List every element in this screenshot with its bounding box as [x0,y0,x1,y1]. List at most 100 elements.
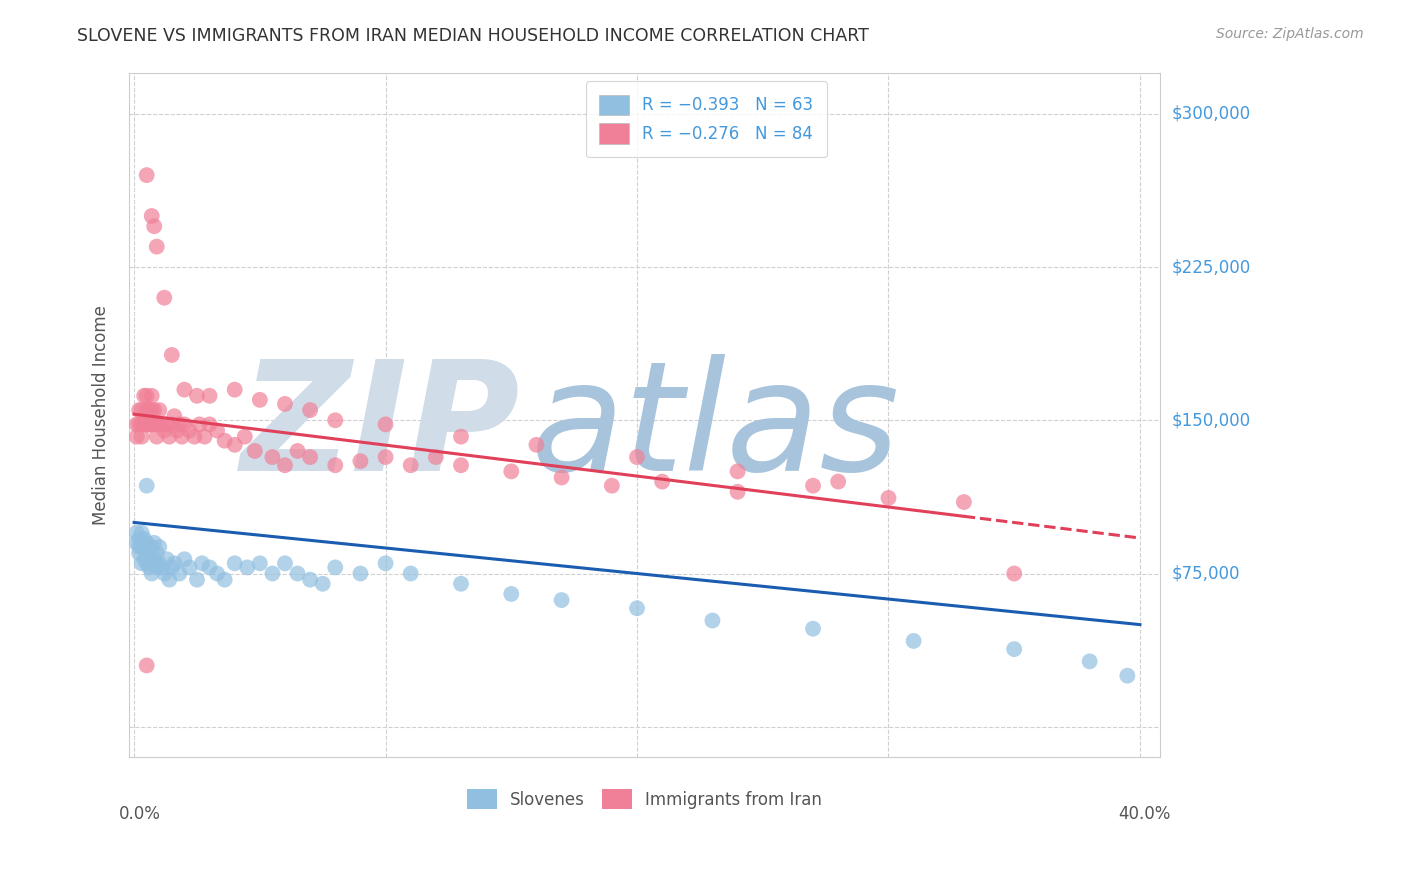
Point [141,540,163,554]
Point [135,546,157,560]
Point [148,403,170,417]
Point [157,573,180,587]
Point [399,458,422,473]
Point [135,403,157,417]
Point [163,409,186,424]
Point [450,458,472,473]
Point [138,560,160,574]
Text: ZIP: ZIP [242,354,520,503]
Point [399,566,422,581]
Point [173,383,195,397]
Point [134,552,156,566]
Point [1078,654,1101,668]
Point [801,478,824,492]
Point [903,634,925,648]
Point [128,546,150,560]
Point [193,430,215,444]
Text: 0.0%: 0.0% [118,805,160,823]
Point [148,540,170,554]
Point [702,614,724,628]
Point [163,557,186,571]
Point [125,525,148,540]
Point [1116,668,1139,682]
Text: atlas: atlas [531,354,900,503]
Point [224,383,246,397]
Point [145,560,167,574]
Point [138,403,160,417]
Point [299,573,322,587]
Point [157,430,180,444]
Point [131,417,153,432]
Point [323,560,346,574]
Point [179,424,201,438]
Text: $75,000: $75,000 [1171,565,1240,582]
Point [143,403,166,417]
Point [186,389,208,403]
Point [186,573,208,587]
Point [374,417,396,432]
Point [205,566,228,581]
Point [153,424,176,438]
Point [138,417,160,432]
Point [312,576,335,591]
Point [156,552,179,566]
Point [125,536,148,550]
Point [299,450,322,464]
Point [214,573,236,587]
Point [131,403,153,417]
Point [138,540,160,554]
Point [143,536,166,550]
Point [141,389,163,403]
Point [134,540,156,554]
Point [135,417,157,432]
Point [145,430,167,444]
Point [134,417,156,432]
Point [188,417,211,432]
Point [141,566,163,581]
Point [262,566,284,581]
Point [274,458,297,473]
Point [134,532,156,546]
Point [1002,566,1025,581]
Point [425,450,447,464]
Point [131,430,153,444]
Point [128,540,150,554]
Point [135,168,157,182]
Point [243,444,266,458]
Text: SLOVENE VS IMMIGRANTS FROM IRAN MEDIAN HOUSEHOLD INCOME CORRELATION CHART: SLOVENE VS IMMIGRANTS FROM IRAN MEDIAN H… [77,27,869,45]
Point [135,389,157,403]
Point [131,557,153,571]
Point [141,552,163,566]
Point [224,438,246,452]
Point [349,454,371,468]
Point [626,450,648,464]
Point [224,557,246,571]
Point [160,417,183,432]
Point [135,536,157,550]
Point [141,403,163,417]
Text: $300,000: $300,000 [1171,105,1250,123]
Text: $150,000: $150,000 [1171,411,1250,429]
Point [134,389,156,403]
Point [173,552,195,566]
Point [249,392,271,407]
Point [145,417,167,432]
Point [135,478,157,492]
Point [600,478,623,492]
Point [173,417,195,432]
Point [143,552,166,566]
Point [131,540,153,554]
Text: 40.0%: 40.0% [1118,805,1170,823]
Point [156,417,179,432]
Point [501,464,523,478]
Point [274,557,297,571]
Point [287,566,309,581]
Point [526,438,548,452]
Point [262,450,284,464]
Point [143,417,166,432]
Point [179,560,201,574]
Point [550,470,572,484]
Point [450,576,472,591]
Point [145,240,167,254]
Point [214,434,236,448]
